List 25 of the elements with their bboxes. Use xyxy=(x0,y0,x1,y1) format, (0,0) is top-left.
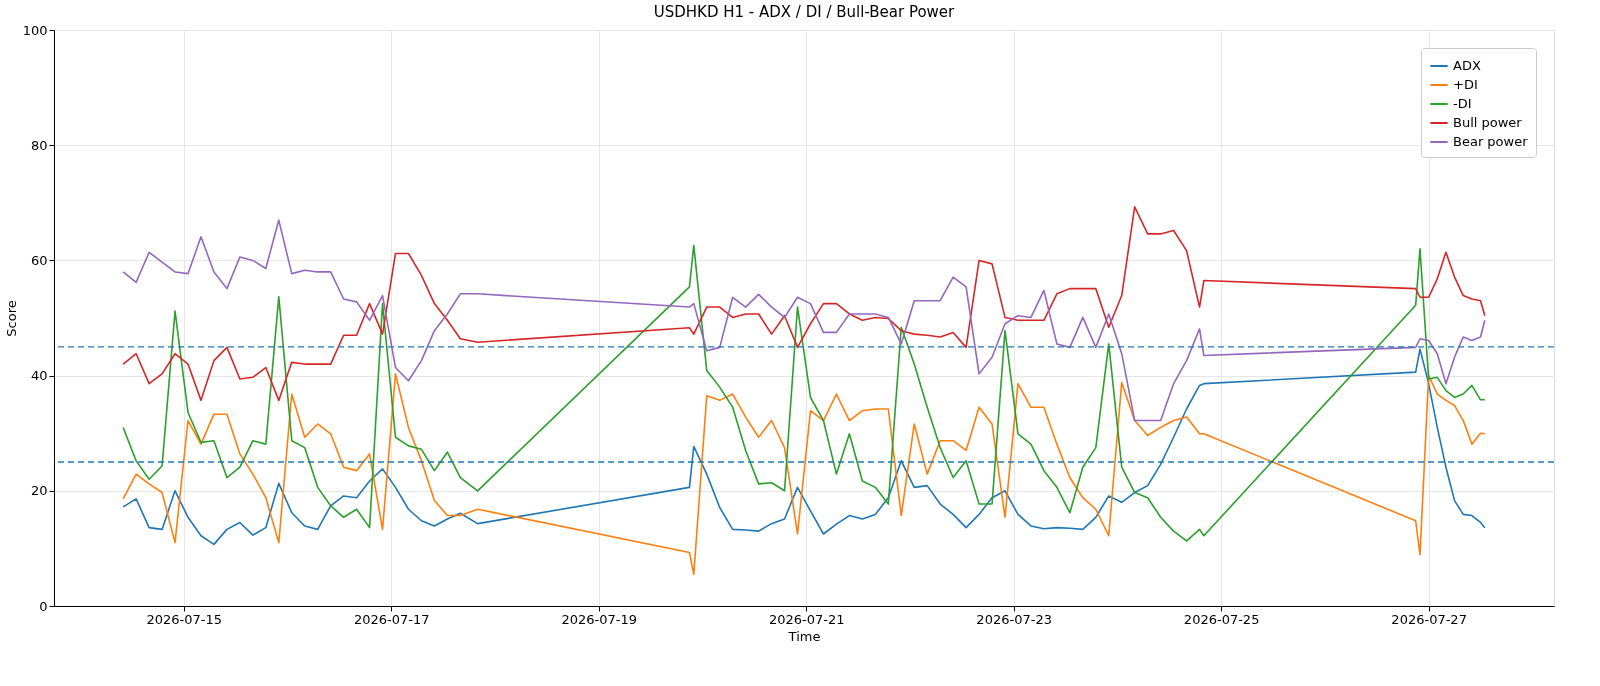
line-series xyxy=(122,206,1486,402)
line-series xyxy=(122,219,1486,422)
legend-label: Bear power xyxy=(1453,134,1529,149)
x-tick-label: 2026-07-23 xyxy=(976,611,1052,627)
legend-label: Bull power xyxy=(1453,115,1523,130)
x-tick-label: 2026-07-17 xyxy=(353,611,430,627)
y-tick-label: 60 xyxy=(30,252,48,268)
legend-label: +DI xyxy=(1453,77,1478,92)
y-tick-label: 20 xyxy=(30,483,48,499)
x-tick-label: 2026-07-25 xyxy=(1183,611,1260,627)
line-series xyxy=(122,373,1486,576)
legend-label: ADX xyxy=(1453,58,1481,73)
x-tick-label: 2026-07-21 xyxy=(768,611,845,627)
line-series xyxy=(122,244,1486,542)
x-axis-title: Time xyxy=(787,628,821,644)
x-tick-label: 2026-07-15 xyxy=(146,611,222,627)
y-tick-label: 100 xyxy=(22,22,48,38)
chart-title: USDHKD H1 - ADX / DI / Bull-Bear Power xyxy=(653,3,956,21)
y-tick-label: 40 xyxy=(30,368,48,384)
y-axis-title: Score xyxy=(3,300,19,337)
x-tick-label: 2026-07-19 xyxy=(561,611,637,627)
y-tick-label: 0 xyxy=(39,598,48,614)
x-tick-label: 2026-07-27 xyxy=(1391,611,1467,627)
y-tick-label: 80 xyxy=(30,137,48,153)
legend-label: -DI xyxy=(1453,96,1472,111)
